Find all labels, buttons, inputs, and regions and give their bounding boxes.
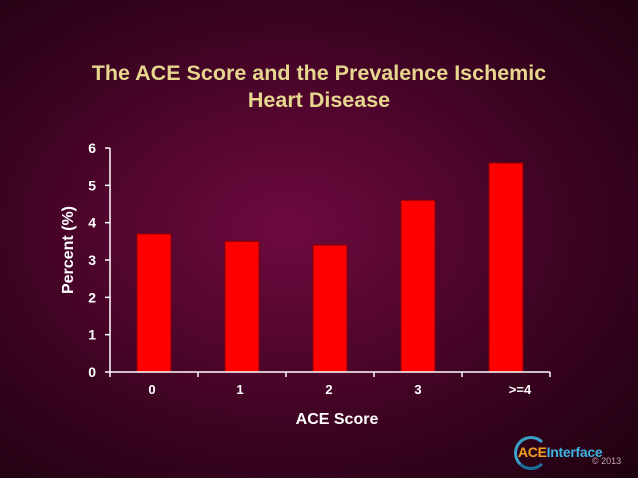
y-tick-label-4: 4 bbox=[88, 215, 96, 231]
y-axis-title: Percent (%) bbox=[60, 206, 77, 294]
bar-1 bbox=[224, 240, 260, 373]
bar-0 bbox=[136, 233, 172, 373]
y-tick-label-3: 3 bbox=[88, 252, 96, 268]
y-tick-label-1: 1 bbox=[88, 327, 96, 343]
x-tick-label-0: 0 bbox=[148, 382, 155, 397]
y-tick-label-5: 5 bbox=[88, 177, 96, 193]
x-tick-label-2: 2 bbox=[325, 382, 332, 397]
logo-wordmark: ACEInterface bbox=[518, 444, 603, 460]
x-tick-label-4: >=4 bbox=[509, 382, 532, 397]
bar-2 bbox=[312, 244, 348, 373]
copyright-notice: © 2013 bbox=[592, 456, 622, 466]
y-tick-label-0: 0 bbox=[88, 364, 96, 380]
ace-interface-logo: ACEInterface bbox=[510, 432, 630, 472]
y-tick-label-6: 6 bbox=[88, 140, 96, 156]
x-tick-label-1: 1 bbox=[236, 382, 243, 397]
logo-ring-icon bbox=[514, 436, 548, 470]
slide-title: The ACE Score and the Prevalence Ischemi… bbox=[91, 61, 547, 112]
x-tick-label-3: 3 bbox=[414, 382, 421, 397]
bar-3 bbox=[400, 199, 436, 373]
x-axis-title: ACE Score bbox=[296, 411, 379, 428]
bar-4 bbox=[488, 162, 524, 373]
y-tick-label-2: 2 bbox=[88, 289, 96, 305]
